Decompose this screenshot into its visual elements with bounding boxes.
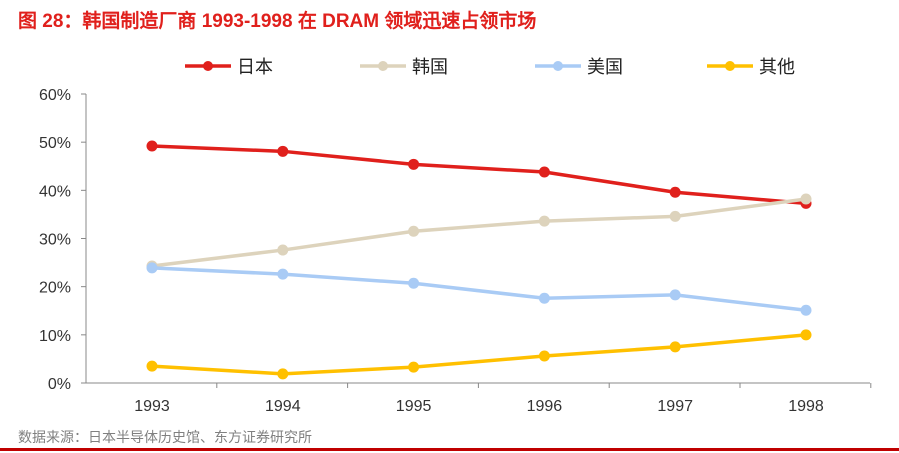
data-point <box>277 244 289 256</box>
y-tick-label: 0% <box>48 376 71 393</box>
data-point <box>669 210 681 222</box>
y-tick-label: 50% <box>39 135 71 152</box>
series-line <box>151 197 807 268</box>
data-point <box>538 292 550 304</box>
data-point <box>277 145 289 157</box>
data-point <box>277 368 289 380</box>
x-tick-label: 1996 <box>527 398 563 415</box>
x-tick-label: 1995 <box>396 398 432 415</box>
data-point <box>538 215 550 227</box>
data-point <box>669 341 681 353</box>
series-line <box>151 333 807 376</box>
y-tick-label: 40% <box>39 183 71 200</box>
source-note: 数据来源：日本半导体历史馆、东方证券研究所 <box>18 429 312 445</box>
y-tick-label: 20% <box>39 280 71 297</box>
legend-label: 日本 <box>237 57 273 77</box>
data-point <box>669 186 681 198</box>
bottom-rule <box>0 448 899 451</box>
legend-marker <box>553 61 563 71</box>
legend-marker <box>378 61 388 71</box>
data-point <box>669 289 681 301</box>
data-point <box>408 361 420 373</box>
legend-item: 其他 <box>707 57 795 77</box>
data-point <box>408 158 420 170</box>
legend-marker <box>203 61 213 71</box>
data-point <box>146 140 158 152</box>
data-point <box>146 360 158 372</box>
legend-label: 美国 <box>587 57 623 77</box>
data-point <box>408 225 420 237</box>
x-tick-label: 1993 <box>134 398 170 415</box>
series-3 <box>146 329 812 380</box>
legend-item: 美国 <box>535 57 623 77</box>
legend-marker <box>725 61 735 71</box>
series-1 <box>146 193 812 272</box>
series-2 <box>146 262 812 316</box>
data-point <box>277 268 289 280</box>
data-point <box>800 193 812 205</box>
data-point <box>146 262 158 274</box>
x-tick-label: 1998 <box>788 398 824 415</box>
data-point <box>408 277 420 289</box>
data-point <box>800 304 812 316</box>
y-tick-label: 60% <box>39 87 71 104</box>
series-line <box>151 144 807 206</box>
legend-item: 韩国 <box>360 57 448 77</box>
legend-item: 日本 <box>185 57 273 77</box>
legend-label: 韩国 <box>412 57 448 77</box>
x-tick-label: 1997 <box>657 398 693 415</box>
data-point <box>538 166 550 178</box>
series-line <box>151 266 807 313</box>
y-tick-label: 10% <box>39 328 71 345</box>
data-point <box>538 350 550 362</box>
data-point <box>800 329 812 341</box>
figure-title: 图 28：韩国制造厂商 1993-1998 在 DRAM 领域迅速占领市场 <box>18 11 537 32</box>
legend-label: 其他 <box>759 57 795 77</box>
y-tick-label: 30% <box>39 232 71 249</box>
x-tick-label: 1994 <box>265 398 301 415</box>
series-0 <box>146 140 812 209</box>
